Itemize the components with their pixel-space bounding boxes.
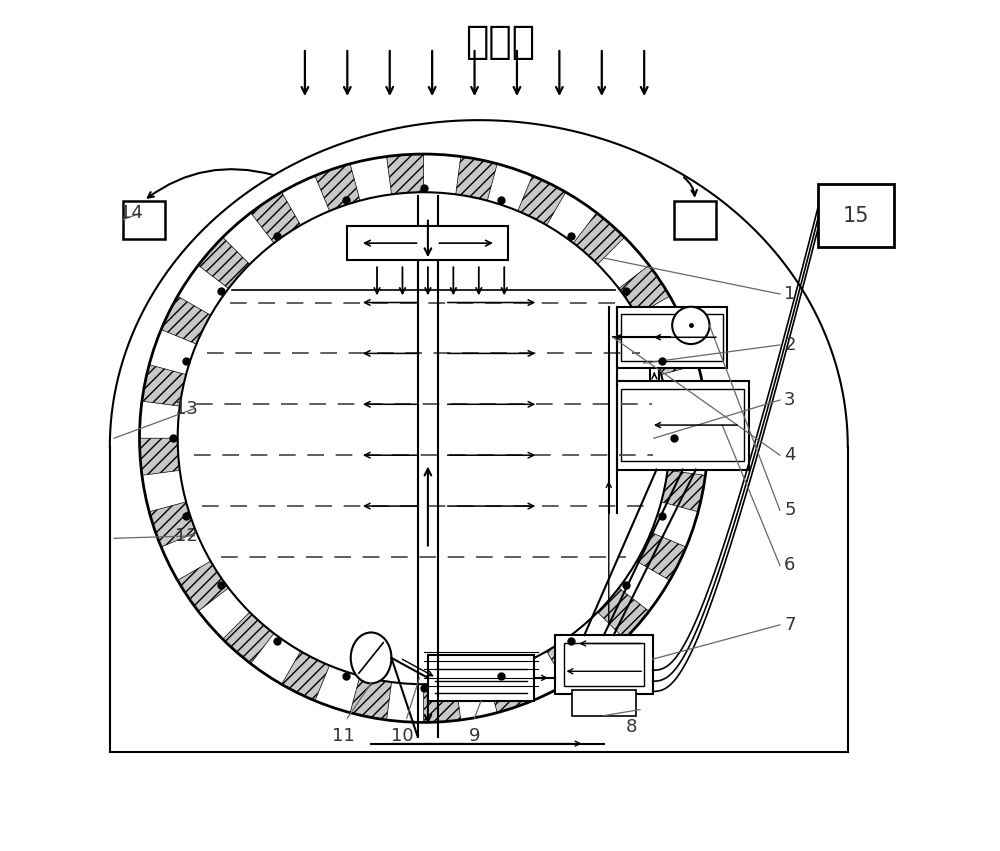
Bar <box>621 313 723 361</box>
Text: 15: 15 <box>843 206 870 226</box>
Polygon shape <box>573 213 625 265</box>
Ellipse shape <box>351 632 391 683</box>
Text: 3: 3 <box>784 391 796 409</box>
Bar <box>123 201 165 239</box>
Polygon shape <box>598 588 649 639</box>
Bar <box>428 654 534 701</box>
Text: 12: 12 <box>175 527 198 545</box>
Polygon shape <box>651 329 698 374</box>
Text: 7: 7 <box>784 616 796 634</box>
Polygon shape <box>637 533 686 580</box>
Text: 14: 14 <box>120 204 142 222</box>
Polygon shape <box>315 163 360 211</box>
Polygon shape <box>456 157 497 201</box>
Text: 5: 5 <box>784 501 796 519</box>
Polygon shape <box>547 633 597 684</box>
Polygon shape <box>142 365 186 406</box>
Polygon shape <box>487 665 532 712</box>
Bar <box>674 201 716 239</box>
Bar <box>617 380 749 470</box>
Polygon shape <box>282 651 330 700</box>
Polygon shape <box>387 154 424 194</box>
Polygon shape <box>251 192 301 243</box>
Bar <box>347 226 508 260</box>
Polygon shape <box>149 502 196 547</box>
Polygon shape <box>350 676 392 720</box>
Polygon shape <box>668 401 708 438</box>
Bar <box>572 690 636 716</box>
Text: 13: 13 <box>175 399 198 418</box>
Text: 1: 1 <box>784 285 796 303</box>
Polygon shape <box>161 296 211 344</box>
Bar <box>564 643 644 686</box>
Polygon shape <box>223 612 274 664</box>
Text: 2: 2 <box>784 336 796 354</box>
Text: 8: 8 <box>626 718 637 736</box>
Bar <box>818 184 894 248</box>
Polygon shape <box>198 237 250 288</box>
Text: 11: 11 <box>332 727 354 745</box>
Bar <box>621 389 744 461</box>
Polygon shape <box>518 175 566 226</box>
Bar <box>617 306 727 368</box>
Polygon shape <box>619 266 670 315</box>
Text: 太阳光: 太阳光 <box>465 23 535 60</box>
Text: 10: 10 <box>391 727 414 745</box>
Circle shape <box>672 306 710 344</box>
Bar <box>555 635 653 694</box>
Polygon shape <box>140 438 180 476</box>
Text: 4: 4 <box>784 446 796 464</box>
Text: 6: 6 <box>784 557 796 574</box>
Polygon shape <box>661 471 705 511</box>
Polygon shape <box>424 683 461 722</box>
Polygon shape <box>178 561 229 611</box>
Text: 9: 9 <box>469 727 480 745</box>
